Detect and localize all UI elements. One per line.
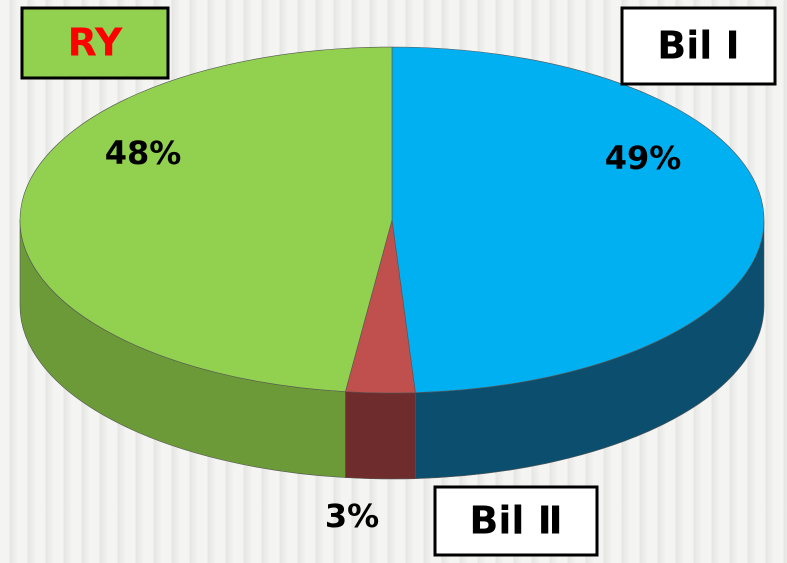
value-label: 48% bbox=[105, 134, 182, 172]
value-label: 3% bbox=[325, 497, 379, 535]
value-label: 49% bbox=[605, 139, 682, 177]
slice-side bbox=[345, 391, 416, 480]
label-box bbox=[20, 6, 170, 80]
label-box bbox=[433, 485, 599, 557]
category-label: Bil Ⅱ bbox=[469, 499, 562, 543]
label-box bbox=[620, 6, 777, 86]
category-label: RY bbox=[68, 21, 123, 65]
slice bbox=[391, 46, 765, 393]
category-label: Bil Ⅰ bbox=[657, 24, 739, 68]
slice bbox=[19, 46, 393, 392]
